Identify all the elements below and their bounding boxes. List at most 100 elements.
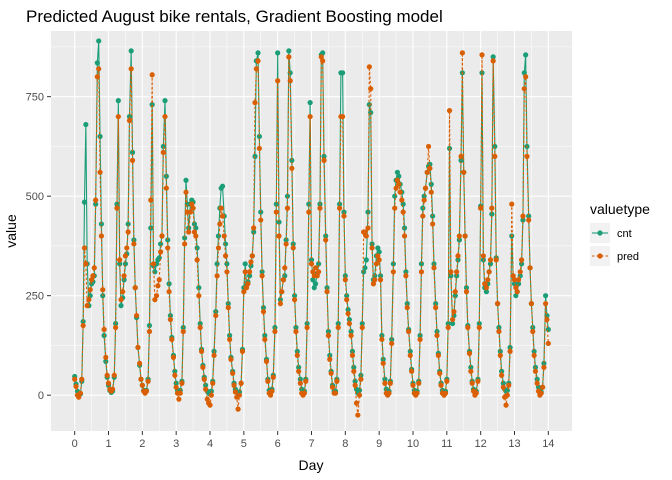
data-point-cnt bbox=[376, 249, 382, 255]
data-point-cnt bbox=[259, 269, 265, 275]
data-point-pred bbox=[193, 233, 199, 239]
legend-point-pred bbox=[597, 253, 603, 259]
data-point-pred bbox=[438, 382, 444, 388]
data-point-pred bbox=[73, 383, 79, 390]
data-point-cnt bbox=[291, 293, 298, 299]
data-point-pred bbox=[392, 205, 398, 211]
data-point-pred bbox=[242, 269, 248, 275]
data-point-pred bbox=[265, 378, 271, 384]
data-point-pred bbox=[211, 352, 217, 358]
data-point-pred bbox=[394, 177, 401, 183]
data-point-pred bbox=[390, 269, 396, 275]
data-point-pred bbox=[380, 360, 386, 366]
data-point-pred bbox=[509, 201, 515, 207]
data-point-pred bbox=[406, 328, 412, 335]
data-point-pred bbox=[270, 374, 276, 380]
data-point-pred bbox=[100, 287, 106, 293]
data-point-cnt bbox=[394, 169, 401, 175]
data-point-pred bbox=[83, 261, 89, 267]
data-point-pred bbox=[379, 336, 385, 343]
data-point-pred bbox=[356, 392, 363, 398]
data-point-pred bbox=[72, 376, 78, 382]
data-point-pred bbox=[336, 205, 343, 211]
data-point-cnt bbox=[526, 213, 532, 219]
x-tick-label: 5 bbox=[241, 438, 247, 450]
data-point-pred bbox=[111, 372, 117, 378]
data-point-pred bbox=[162, 113, 168, 120]
data-point-pred bbox=[431, 265, 437, 271]
data-point-pred bbox=[215, 245, 222, 251]
data-point-pred bbox=[452, 289, 458, 295]
data-point-pred bbox=[101, 326, 107, 333]
data-point-cnt bbox=[251, 229, 257, 235]
x-axis-title: Day bbox=[299, 457, 324, 473]
data-point-pred bbox=[253, 66, 259, 72]
data-point-pred bbox=[455, 253, 461, 259]
data-point-cnt bbox=[152, 269, 158, 275]
data-point-pred bbox=[492, 153, 498, 159]
data-point-pred bbox=[486, 269, 492, 275]
data-point-pred bbox=[433, 305, 439, 311]
data-point-pred bbox=[150, 261, 157, 267]
data-point-pred bbox=[341, 213, 347, 219]
data-point-pred bbox=[312, 265, 319, 271]
data-point-pred bbox=[143, 388, 149, 394]
data-point-pred bbox=[499, 372, 505, 378]
data-point-cnt bbox=[246, 273, 253, 279]
data-point-pred bbox=[283, 241, 289, 247]
data-point-cnt bbox=[219, 183, 226, 189]
legend-item-cnt: cnt bbox=[590, 223, 632, 243]
x-tick-label: 12 bbox=[475, 438, 487, 450]
data-point-pred bbox=[239, 348, 246, 354]
data-point-pred bbox=[368, 86, 374, 92]
x-tick-label: 3 bbox=[173, 438, 179, 450]
data-point-pred bbox=[256, 145, 262, 152]
legend: valuetype cnt pred bbox=[590, 201, 650, 266]
y-tick-label: 750 bbox=[26, 92, 44, 104]
data-point-pred bbox=[272, 328, 278, 335]
data-point-pred bbox=[263, 358, 270, 364]
data-point-pred bbox=[541, 364, 547, 370]
data-point-cnt bbox=[283, 237, 289, 243]
data-point-pred bbox=[166, 289, 172, 295]
data-point-pred bbox=[126, 117, 133, 124]
data-point-pred bbox=[183, 189, 189, 195]
data-point-pred bbox=[224, 269, 230, 275]
data-point-pred bbox=[389, 340, 395, 347]
data-point-cnt bbox=[455, 257, 461, 263]
data-point-pred bbox=[324, 289, 330, 295]
data-point-cnt bbox=[286, 48, 292, 54]
grid-minor bbox=[51, 31, 572, 431]
data-point-pred bbox=[149, 72, 155, 78]
data-point-pred bbox=[369, 245, 375, 251]
data-point-pred bbox=[358, 376, 364, 382]
data-point-cnt bbox=[194, 245, 200, 251]
data-point-cnt bbox=[310, 277, 316, 283]
data-point-pred bbox=[418, 269, 425, 275]
data-point-pred bbox=[291, 297, 298, 303]
data-point-pred bbox=[316, 269, 322, 275]
data-point-pred bbox=[214, 273, 220, 279]
data-point-pred bbox=[427, 165, 433, 171]
data-point-pred bbox=[221, 233, 227, 239]
data-point-cnt bbox=[531, 348, 537, 354]
data-point-pred bbox=[76, 394, 82, 400]
data-point-pred bbox=[504, 392, 510, 398]
data-point-cnt bbox=[418, 261, 425, 267]
data-point-pred bbox=[527, 265, 533, 271]
data-point-pred bbox=[478, 205, 484, 211]
data-point-cnt bbox=[534, 376, 540, 382]
x-tick-label: 0 bbox=[72, 438, 78, 450]
data-point-pred bbox=[77, 390, 84, 396]
data-point-pred bbox=[480, 253, 486, 259]
data-point-pred bbox=[124, 245, 130, 251]
data-point-pred bbox=[79, 376, 85, 382]
data-point-cnt bbox=[352, 378, 358, 384]
data-point-cnt bbox=[308, 257, 315, 263]
data-point-pred bbox=[399, 197, 405, 203]
x-tick-label: 11 bbox=[441, 438, 452, 450]
data-point-cnt bbox=[96, 38, 102, 44]
data-point-pred bbox=[526, 217, 532, 223]
data-point-pred bbox=[344, 297, 350, 303]
data-point-pred bbox=[251, 225, 257, 231]
